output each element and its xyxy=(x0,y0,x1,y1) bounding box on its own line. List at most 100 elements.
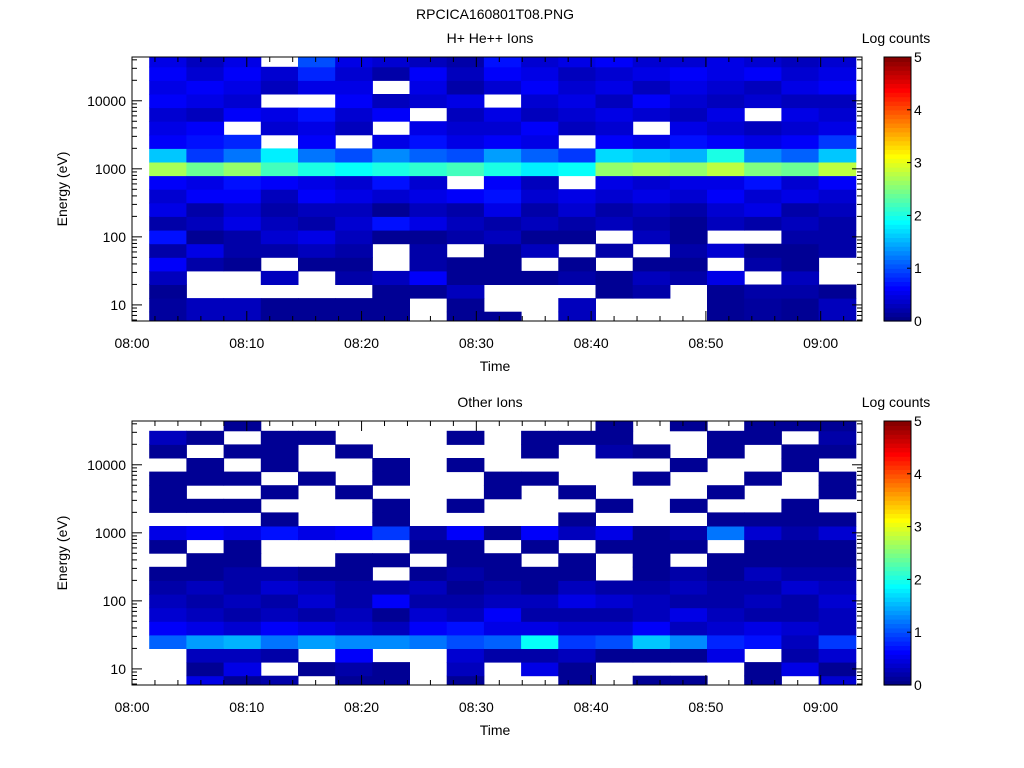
heatmap-cell xyxy=(669,498,708,513)
heatmap-cell xyxy=(446,107,485,122)
heatmap-cell xyxy=(446,216,485,231)
y-tick-label: 10 xyxy=(110,661,126,677)
heatmap-cell xyxy=(781,80,820,95)
heatmap-cell xyxy=(781,526,820,541)
colorbar-segment xyxy=(884,272,911,278)
colorbar-segment xyxy=(884,131,911,137)
colorbar-segment xyxy=(884,500,911,506)
colorbar-segment xyxy=(884,632,911,638)
heatmap-cell xyxy=(595,162,634,177)
colorbar-segment xyxy=(884,233,911,238)
heatmap-cell xyxy=(632,444,671,459)
heatmap-cell xyxy=(781,243,820,258)
colorbar-segment xyxy=(884,316,911,322)
heatmap-cell xyxy=(446,284,485,299)
colorbar-segment xyxy=(884,623,911,629)
heatmap-cell xyxy=(335,648,373,663)
heatmap-cell xyxy=(707,430,745,445)
heatmap-cell xyxy=(223,634,262,649)
heatmap-cell xyxy=(260,80,299,95)
heatmap-cell xyxy=(707,270,745,285)
heatmap-cell xyxy=(223,94,262,109)
heatmap-cell xyxy=(446,94,485,109)
heatmap-cell xyxy=(558,107,596,122)
heatmap-cell xyxy=(669,607,708,622)
panel-h-he-ions: 08:00 08:10 08:20 08:30 08:40 08:50 09:00 Time 1… xyxy=(54,30,930,374)
heatmap-cell xyxy=(446,498,485,513)
x-tick-label: 09:00 xyxy=(803,335,838,351)
heatmap-cell xyxy=(260,175,299,190)
heatmap-cell xyxy=(298,216,336,231)
heatmap-cell xyxy=(818,553,857,568)
heatmap-cell xyxy=(781,553,820,568)
heatmap-cell xyxy=(223,594,262,609)
heatmap-cell xyxy=(595,66,634,81)
heatmap-cell xyxy=(521,230,559,245)
heatmap-cell xyxy=(260,621,299,636)
colorbar-segment xyxy=(884,61,911,67)
heatmap-cell xyxy=(186,134,225,149)
heatmap-cell xyxy=(186,566,225,581)
colorbar-segment xyxy=(884,654,911,660)
heatmap-cell xyxy=(186,430,225,445)
heatmap-cell xyxy=(409,121,448,136)
heatmap-cell xyxy=(223,243,262,258)
heatmap-cell xyxy=(446,230,485,245)
heatmap-cell xyxy=(483,175,522,190)
heatmap-cell xyxy=(186,648,225,663)
heatmap-cell xyxy=(818,566,857,581)
heatmap-cell xyxy=(558,189,596,204)
colorbar-segment xyxy=(884,145,911,150)
heatmap-cell xyxy=(669,594,708,609)
heatmap-cell xyxy=(669,121,708,136)
heatmap-cell xyxy=(149,134,187,149)
colorbar-label: Log counts xyxy=(862,30,931,46)
colorbar-segment xyxy=(884,162,911,168)
colorbar-segment xyxy=(884,570,911,576)
heatmap-cell xyxy=(372,284,410,299)
heatmap-cell xyxy=(298,230,336,245)
heatmap-cell xyxy=(186,675,225,685)
x-tick-label: 08:10 xyxy=(229,335,264,351)
colorbar-segment xyxy=(884,451,911,457)
heatmap-cell xyxy=(632,189,671,204)
colorbar-segment xyxy=(884,294,911,300)
colorbar-segment xyxy=(884,211,911,216)
heatmap-cell xyxy=(669,162,708,177)
heatmap-cell xyxy=(446,148,485,163)
heatmap-cell xyxy=(409,189,448,204)
heatmap-cell xyxy=(335,175,373,190)
heatmap-cell xyxy=(335,566,373,581)
heatmap-cell xyxy=(186,257,225,272)
heatmap-cell xyxy=(521,539,559,554)
heatmap-cell xyxy=(669,57,708,68)
heatmap-cell xyxy=(335,230,373,245)
colorbar-segment xyxy=(884,522,911,528)
heatmap-cell xyxy=(223,621,262,636)
heatmap-cell xyxy=(744,202,782,217)
colorbar-segment xyxy=(884,127,911,133)
heatmap-cell xyxy=(744,553,782,568)
colorbar-segment xyxy=(884,438,911,444)
heatmap-cell xyxy=(632,634,671,649)
heatmap-cell xyxy=(521,270,559,285)
heatmap-cell xyxy=(521,648,559,663)
heatmap-cell xyxy=(669,107,708,122)
heatmap-cell xyxy=(707,175,745,190)
heatmap-cell xyxy=(595,243,634,258)
heatmap-cell xyxy=(632,134,671,149)
colorbar-segment xyxy=(884,473,911,479)
heatmap-cell xyxy=(781,311,820,321)
colorbar-segment xyxy=(884,434,911,440)
heatmap-cell xyxy=(483,134,522,149)
colorbar-segment xyxy=(884,92,911,98)
heatmap-cell xyxy=(483,257,522,272)
colorbar-segment xyxy=(884,553,911,558)
x-tick-label: 08:00 xyxy=(114,699,149,715)
heatmap-cell xyxy=(707,107,745,122)
heatmap-cell xyxy=(669,257,708,272)
heatmap-cell xyxy=(707,607,745,622)
heatmap-cell xyxy=(744,311,782,321)
colorbar-segment xyxy=(884,158,911,164)
colorbar-segment xyxy=(884,237,911,243)
